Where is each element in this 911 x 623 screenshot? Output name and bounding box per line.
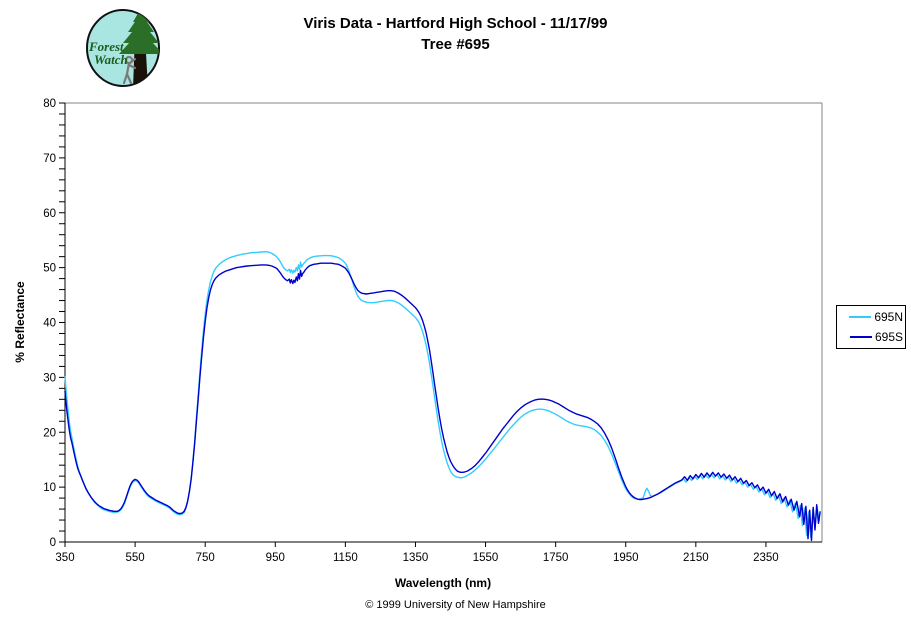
x-tick-label: 2350: [753, 552, 779, 564]
series-line-695N: [64, 250, 820, 539]
y-tick-label: 10: [43, 482, 56, 494]
x-tick-label: 1350: [403, 552, 429, 564]
legend-line-sample-695s: [849, 335, 872, 338]
legend-item-695s: 695S: [841, 329, 903, 345]
y-tick-label: 50: [43, 263, 56, 275]
legend-item-695n: 695N: [841, 309, 903, 325]
x-axis-title: Wavelength (nm): [394, 576, 492, 590]
forest-watch-logo-image: Forest Watch: [86, 9, 160, 87]
x-tick-label: 950: [266, 552, 285, 564]
copyright-text: © 1999 University of New Hampshire: [365, 599, 546, 611]
y-tick-label: 60: [43, 208, 56, 220]
y-tick-label: 0: [50, 537, 56, 549]
x-tick-label: 1950: [613, 552, 639, 564]
logo-text-watch: Watch: [94, 52, 128, 67]
y-tick-label: 40: [43, 318, 56, 330]
logo-person: [122, 55, 137, 85]
y-tick-label: 80: [43, 98, 56, 110]
x-tick-label: 350: [55, 552, 74, 564]
x-tick-label: 750: [196, 552, 215, 564]
legend-label-695n: 695N: [874, 310, 903, 325]
y-tick-label: 30: [43, 372, 56, 384]
legend-line-sample-695n: [849, 316, 872, 319]
chart-subtitle: Tree #695: [421, 36, 490, 53]
logo-tree-foliage: [119, 10, 159, 54]
chart-title: Viris Data - Hartford High School - 11/1…: [303, 15, 608, 32]
y-tick-label: 20: [43, 427, 56, 439]
x-tick-label: 1550: [473, 552, 499, 564]
logo-text-forest: Forest: [88, 39, 124, 54]
x-tick-label: 2150: [683, 552, 709, 564]
x-tick-label: 1150: [333, 552, 358, 564]
legend-label-695s: 695S: [874, 329, 903, 344]
legend: 695N 695S: [836, 305, 906, 349]
x-tick-label: 1750: [543, 552, 569, 564]
x-tick-label: 550: [125, 552, 144, 564]
y-axis-title: % Reflectance: [13, 281, 27, 363]
forest-watch-logo: Forest Watch: [85, 8, 161, 88]
series-line-695S: [64, 262, 821, 542]
y-tick-label: 70: [43, 153, 56, 165]
